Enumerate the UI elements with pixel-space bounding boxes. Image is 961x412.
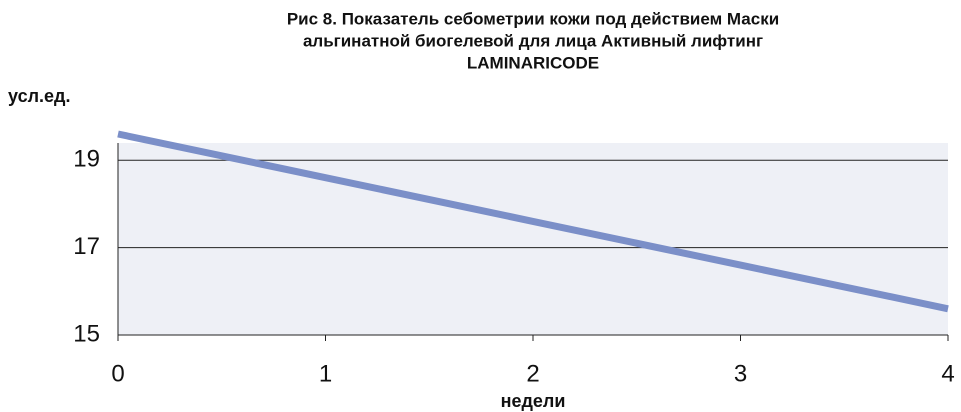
chart-title: Рис 8. Показатель себометрии кожи под де…: [287, 9, 779, 28]
y-axis-label: усл.ед.: [8, 86, 70, 106]
y-tick-label: 17: [73, 233, 100, 260]
x-tick-label: 2: [526, 360, 539, 387]
chart-title: LAMINARICODE: [467, 53, 599, 72]
x-axis-label: недели: [501, 391, 566, 411]
x-tick-label: 0: [111, 360, 124, 387]
data-line: [117, 130, 949, 313]
x-tick-label: 1: [319, 360, 332, 387]
chart-title: альгинатной биогелевой для лица Активный…: [303, 31, 763, 50]
x-tick-label: 3: [734, 360, 747, 387]
y-tick-label: 15: [73, 320, 100, 347]
plot-area: [118, 143, 948, 335]
x-tick-label: 4: [941, 360, 954, 387]
y-tick-label: 19: [73, 146, 100, 173]
